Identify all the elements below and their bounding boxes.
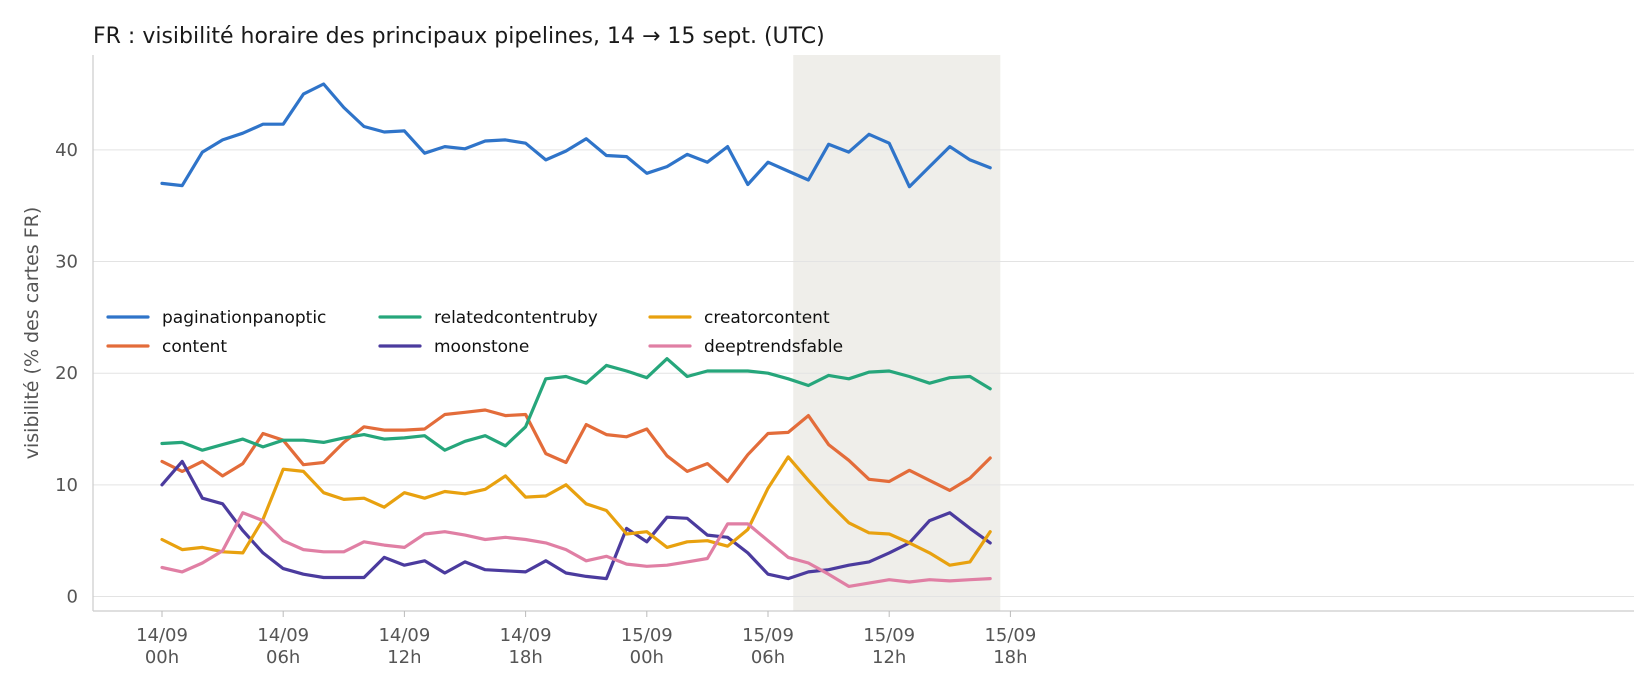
x-tick-date: 14/09	[378, 625, 430, 646]
x-tick-labels: 14/0900h14/0906h14/0912h14/0918h15/0900h…	[136, 611, 1036, 668]
legend-label-paginationpanoptic: paginationpanoptic	[162, 308, 326, 328]
x-tick-date: 15/09	[863, 625, 915, 646]
legend-label-creatorcontent: creatorcontent	[704, 308, 830, 328]
y-tick-label: 40	[55, 140, 78, 161]
x-tick-date: 14/09	[136, 625, 188, 646]
legend: paginationpanoptic content relatedcontentr…	[106, 308, 843, 357]
y-tick-label: 20	[55, 363, 78, 384]
x-tick-hour: 06h	[751, 647, 785, 668]
series-line-content	[160, 408, 992, 492]
x-tick-date: 15/09	[621, 625, 673, 646]
y-axis-label: visibilité (% des cartes FR)	[21, 207, 43, 460]
x-tick-date: 15/09	[984, 625, 1036, 646]
series-line-moonstone	[160, 459, 992, 581]
axis-spines	[92, 55, 1634, 612]
x-tick-hour: 00h	[630, 647, 664, 668]
series-line-paginationpanoptic	[160, 82, 992, 189]
series-line-creatorcontent	[160, 455, 992, 567]
y-tick-label: 0	[67, 586, 78, 607]
x-tick-hour: 00h	[145, 647, 179, 668]
y-tick-label: 10	[55, 475, 78, 496]
y-tick-label: 30	[55, 252, 78, 273]
x-tick-hour: 18h	[508, 647, 542, 668]
x-tick-date: 15/09	[742, 625, 794, 646]
legend-label-content: content	[162, 337, 227, 357]
y-tick-labels: 0 10 20 30 40	[55, 140, 78, 608]
x-tick-hour: 12h	[872, 647, 906, 668]
series-line-relatedcontentruby	[160, 357, 992, 452]
legend-label-relatedcontentruby: relatedcontentruby	[434, 308, 598, 328]
x-tick-hour: 12h	[387, 647, 421, 668]
legend-label-deeptrendsfable: deeptrendsfable	[704, 337, 843, 357]
series-line-deeptrendsfable	[160, 511, 992, 589]
x-tick-date: 14/09	[257, 625, 309, 646]
chart-title: FR : visibilité horaire des principaux p…	[93, 24, 825, 49]
legend-label-moonstone: moonstone	[434, 337, 529, 357]
series-lines	[160, 82, 992, 589]
x-tick-hour: 18h	[993, 647, 1027, 668]
x-tick-date: 14/09	[500, 625, 552, 646]
x-tick-hour: 06h	[266, 647, 300, 668]
